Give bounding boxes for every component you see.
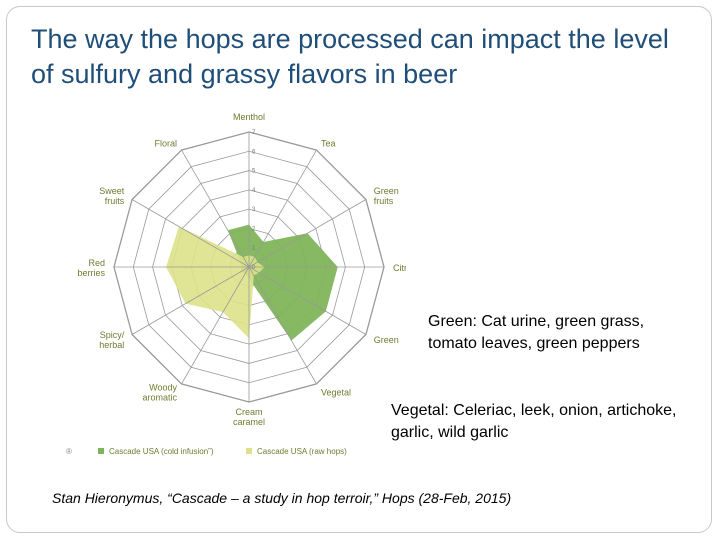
grid-spoke (248, 199, 367, 268)
grid-spoke (248, 266, 367, 335)
scale-tick-label: 6 (252, 149, 256, 155)
radar-spokes (114, 132, 384, 402)
axis-label: Sweet fruits (99, 186, 125, 206)
grid-spoke (131, 266, 250, 335)
series-area-2 (166, 226, 265, 339)
axis-label: Green fruits (374, 186, 399, 206)
axis-label: Menthol (233, 112, 265, 122)
series-area-1 (227, 224, 338, 341)
legend-entry: Cascade USA (cold infusion”) (109, 447, 214, 456)
scale-tick-label: 3 (252, 207, 256, 213)
axis-label: Vegetal (321, 388, 351, 398)
grid-spoke (248, 149, 317, 268)
grid-spoke (181, 149, 250, 268)
legend-swatch (246, 448, 252, 454)
grid-spoke (248, 266, 317, 385)
grid-spoke (181, 266, 250, 385)
radar-series (166, 224, 338, 341)
scale-tick-label: 1 (252, 246, 256, 252)
scale-tick-label: 2 (252, 226, 256, 232)
axis-label: Citrus (393, 263, 406, 273)
slide-frame (6, 6, 712, 533)
vegetal-descriptor-note: Vegetal: Celeriac, leek, onion, artichok… (391, 402, 677, 441)
scale-tick-label: 4 (252, 188, 256, 194)
scale-tick-label: 7 (252, 130, 256, 136)
axis-label: Tea (321, 138, 336, 148)
slide-title: The way the hops are processed can impac… (31, 24, 669, 89)
chart-legend: ® Cascade USA (cold infusion”) Cascade USA… (66, 447, 347, 456)
axis-label: Spicy/herbal (99, 330, 125, 350)
axis-label: Red berries (77, 258, 105, 278)
axis-label: Woody aromatic (142, 383, 177, 403)
axis-label: Cream caramel (233, 407, 265, 427)
green-descriptor-note: Green: Cat urine, green grass, tomato le… (428, 313, 645, 352)
scale-tick-label: 0 (252, 265, 256, 271)
legend-entry: Cascade USA (raw hops) (257, 447, 347, 456)
legend-symbol: ® (66, 447, 72, 456)
grid-spoke (131, 199, 250, 268)
radar-scale-ticks: 0 1 2 3 4 5 6 7 (252, 130, 256, 271)
axis-label: Floral (154, 138, 177, 148)
source-citation: Stan Hieronymus, “Cascade – a study in h… (52, 490, 512, 506)
scale-tick-label: 5 (252, 169, 256, 175)
axis-label: Green (374, 335, 399, 345)
legend-swatch (98, 448, 104, 454)
